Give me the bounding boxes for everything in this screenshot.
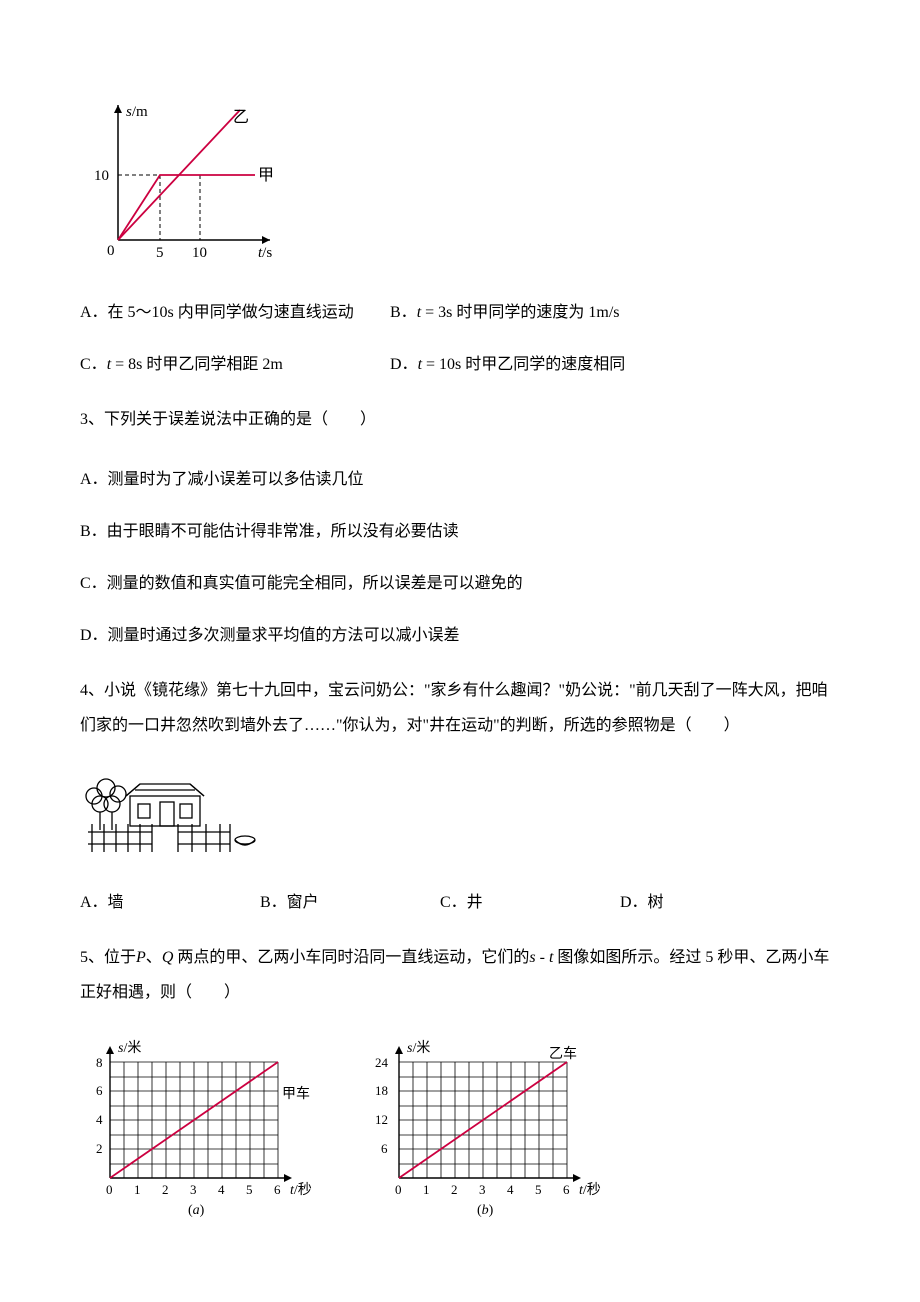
- q2-option-a: A．在 5～10s 内甲同学做匀速直线运动: [80, 298, 390, 322]
- q5-chart-b: s/米 乙车 6 12 18 24 0: [365, 1038, 610, 1223]
- cb-xt0: 0: [395, 1182, 402, 1197]
- q2-c-pre: C．: [80, 356, 107, 373]
- ca-xlabel: t/秒: [290, 1182, 312, 1198]
- q4-house-svg: [80, 772, 260, 867]
- q4-option-d: D．树: [620, 888, 800, 912]
- ca-xt3: 3: [190, 1182, 197, 1197]
- cb-xt1: 1: [423, 1182, 430, 1197]
- q2-chart: 甲 乙 s/m t/s 0 5 10 10: [80, 100, 840, 270]
- cb-xt3: 3: [479, 1182, 486, 1197]
- ca-caption: (a): [188, 1203, 205, 1218]
- cb-xt4: 4: [507, 1182, 514, 1197]
- q4-option-a: A．墙: [80, 888, 260, 912]
- q5-q: Q: [162, 949, 174, 966]
- q2-origin: 0: [107, 243, 115, 259]
- cb-xlabel: t/秒: [579, 1182, 601, 1198]
- q3-stem: 3、下列关于误差说法中正确的是（ ）: [80, 402, 840, 437]
- q5-m1: 、: [146, 949, 162, 966]
- q5-p: P: [136, 949, 146, 966]
- q2-ylabel: s/m: [126, 104, 148, 120]
- ca-xt6: 6: [274, 1182, 281, 1197]
- q2-c-post: = 8s 时甲乙同学相距 2m: [111, 356, 283, 373]
- ca-ylabel: s/米: [118, 1040, 141, 1056]
- cb-xt5: 5: [535, 1182, 542, 1197]
- q2-b-post: = 3s 时甲同学的速度为 1m/s: [421, 304, 619, 321]
- q3-option-c: C．测量的数值和真实值可能完全相同，所以误差是可以避免的: [80, 569, 840, 593]
- q4-option-c: C．井: [440, 888, 620, 912]
- cb-caption: (b): [477, 1203, 494, 1218]
- q5-m2: 两点的甲、乙两小车同时沿同一直线运动，它们的: [173, 949, 529, 966]
- ca-yt1: 4: [96, 1112, 103, 1127]
- q2-d-post: = 10s 时甲乙同学的速度相同: [422, 356, 625, 373]
- ca-yt3: 8: [96, 1055, 103, 1070]
- q5-stem: 5、位于P、Q 两点的甲、乙两小车同时沿同一直线运动，它们的s - t 图像如图…: [80, 940, 840, 1010]
- q2-option-d: D．t = 10s 时甲乙同学的速度相同: [390, 350, 625, 374]
- q2-xlabel: t/s: [258, 245, 272, 261]
- cb-yt1: 12: [375, 1112, 388, 1127]
- ca-yt2: 6: [96, 1083, 103, 1098]
- q2-option-b: B．t = 3s 时甲同学的速度为 1m/s: [390, 298, 620, 322]
- q4-house-figure: [80, 772, 840, 872]
- ca-yt0: 2: [96, 1141, 103, 1156]
- q5-chart-a: s/米: [80, 1038, 325, 1223]
- cb-yt0: 6: [381, 1141, 388, 1156]
- q4-option-b: B．窗户: [260, 888, 440, 912]
- q3-option-a: A．测量时为了减小误差可以多估读几位: [80, 465, 840, 489]
- q2-ytick-10: 10: [94, 168, 109, 184]
- q5-charts: s/米: [80, 1038, 840, 1223]
- q2-xtick-5: 5: [156, 245, 164, 261]
- cb-series-label: 乙车: [549, 1045, 577, 1062]
- q2-chart-svg: 甲 乙 s/m t/s 0 5 10 10: [80, 100, 290, 270]
- ca-xt4: 4: [218, 1182, 225, 1197]
- cb-yt2: 18: [375, 1083, 388, 1098]
- ca-xt5: 5: [246, 1182, 253, 1197]
- q2-option-c: C．t = 8s 时甲乙同学相距 2m: [80, 350, 390, 374]
- cb-xt6: 6: [563, 1182, 570, 1197]
- q2-options-row2: C．t = 8s 时甲乙同学相距 2m D．t = 10s 时甲乙同学的速度相同: [80, 350, 840, 374]
- q5-chart-b-svg: s/米 乙车 6 12 18 24 0: [365, 1038, 610, 1218]
- q4-stem: 4、小说《镜花缘》第七十九回中，宝云问奶公："家乡有什么趣闻？"奶公说："前几天…: [80, 673, 840, 743]
- q5-chart-a-svg: s/米: [80, 1038, 325, 1218]
- ca-xt0: 0: [106, 1182, 113, 1197]
- q3-option-b: B．由于眼睛不可能估计得非常准，所以没有必要估读: [80, 517, 840, 541]
- q4-options: A．墙 B．窗户 C．井 D．树: [80, 888, 840, 912]
- q2-series-label-jia: 甲: [258, 167, 274, 184]
- q2-series-label-yi: 乙: [233, 109, 249, 126]
- q2-xtick-10: 10: [192, 245, 207, 261]
- cb-ylabel: s/米: [407, 1040, 430, 1056]
- q3-option-d: D．测量时通过多次测量求平均值的方法可以减小误差: [80, 621, 840, 645]
- q2-options-row1: A．在 5～10s 内甲同学做匀速直线运动 B．t = 3s 时甲同学的速度为 …: [80, 298, 840, 322]
- ca-xt2: 2: [162, 1182, 169, 1197]
- ca-series-label: 甲车: [282, 1085, 310, 1102]
- cb-xt2: 2: [451, 1182, 458, 1197]
- q5-dash: -: [536, 949, 549, 966]
- q5-pre: 5、位于: [80, 949, 136, 966]
- ca-xt1: 1: [134, 1182, 141, 1197]
- cb-yt3: 24: [375, 1055, 389, 1070]
- q2-b-pre: B．: [390, 304, 417, 321]
- q2-d-pre: D．: [390, 356, 418, 373]
